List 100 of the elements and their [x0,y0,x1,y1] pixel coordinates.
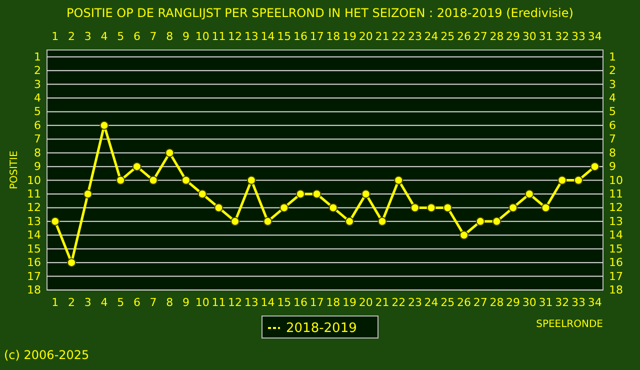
y-axis-title: POSITIE [9,150,20,190]
x2-tick-label: 22 [392,30,406,43]
y-tick-label: 9 [34,160,41,174]
x-tick-label: 7 [150,296,157,309]
x-tick-label: 29 [506,296,520,309]
point [116,176,126,185]
x2-tick-label: 10 [195,30,210,43]
x-tick-label: 15 [277,296,292,309]
legend-label: 2018-2019 [286,321,357,336]
point [361,190,370,198]
x-tick-label: 9 [182,296,190,309]
y2-tick-label: 7 [609,132,616,146]
y-tick-label: 16 [27,256,41,270]
x-tick-label: 10 [195,296,210,309]
point [443,203,452,212]
x2-tick-label: 17 [310,30,324,43]
x-tick-label: 19 [342,296,357,309]
y-tick-label: 1 [34,50,41,64]
x2-tick-label: 16 [293,30,308,43]
y2-tick-label: 15 [609,242,623,256]
point [230,216,240,226]
y-tick-label: 4 [34,92,41,105]
x2-tick-label: 14 [260,30,275,43]
y2-tick-label: 8 [609,146,616,160]
x-tick-label: 12 [228,296,242,309]
y2-tick-label: 14 [609,228,623,242]
y-tick-label: 15 [27,242,41,256]
x-tick-label: 23 [408,296,422,309]
x-tick-label: 16 [293,296,308,309]
point [378,216,387,226]
x-axis-title: SPEELRONDE [536,319,603,330]
x2-tick-label: 15 [277,30,292,43]
point [83,190,92,198]
point [280,203,289,212]
x-tick-label: 13 [244,296,258,309]
x-tick-label: 27 [473,296,488,309]
chart-title: POSITIE OP DE RANGLIJST PER SPEELROND IN HET SEIZOEN : 2018-2019 (Eredivisie) [66,6,574,20]
point [590,162,600,172]
point [198,190,207,198]
point [67,258,76,268]
y-tick-label: 7 [34,132,41,146]
y2-tick-label: 16 [609,256,623,270]
point [132,162,142,172]
y-tick-label: 13 [27,214,41,228]
x2-tick-label: 2 [68,30,76,43]
y-tick-label: 11 [27,188,41,201]
y-tick-label: 17 [27,270,41,283]
y2-tick-label: 9 [609,160,616,174]
x2-tick-label: 12 [228,30,242,43]
x-tick-label: 25 [440,296,455,309]
y2-tick-label: 12 [609,201,623,214]
y2-tick-label: 17 [609,270,623,283]
point [460,230,468,240]
point [426,203,436,212]
point [312,190,322,198]
y2-tick-label: 1 [609,50,616,64]
x2-tick-label: 24 [424,30,438,43]
x-tick-label: 17 [310,296,324,309]
point [410,203,420,212]
point [100,120,109,130]
x2-tick-label: 34 [588,30,602,43]
point [476,216,485,226]
x-tick-label: 28 [490,296,504,309]
y-tick-label: 12 [27,201,41,214]
x-tick-label: 33 [571,296,586,309]
x2-tick-label: 33 [571,30,586,43]
x-tick-label: 2 [68,296,76,309]
x2-tick-label: 21 [375,30,390,43]
x2-tick-label: 20 [358,30,373,43]
y-tick-label: 2 [34,64,41,78]
x-tick-label: 22 [392,296,406,309]
point [328,203,338,212]
y2-tick-label: 2 [609,64,616,78]
x-tick-label: 11 [212,296,226,309]
x2-tick-label: 29 [506,30,520,43]
point [214,203,224,212]
x-tick-label: 21 [375,296,390,309]
y-tick-label: 8 [34,146,41,160]
y-tick-label: 6 [34,118,41,132]
x2-tick-label: 8 [166,30,174,43]
x2-tick-label: 1 [52,30,59,43]
point [246,176,256,185]
y2-tick-label: 4 [609,92,616,105]
point [165,148,174,158]
point [263,216,272,226]
point [296,190,305,198]
y-tick-label: 5 [34,105,41,118]
x-tick-label: 26 [457,296,471,309]
x-tick-label: 24 [424,296,438,309]
x-tick-label: 20 [358,296,373,309]
point [574,176,583,185]
x2-tick-label: 9 [182,30,190,43]
y2-tick-label: 3 [609,78,616,91]
x-tick-label: 8 [166,296,174,309]
y2-tick-label: 18 [609,284,623,297]
x-tick-label: 5 [117,296,124,309]
point [148,176,158,185]
x-tick-label: 34 [588,296,602,309]
x-tick-label: 30 [522,296,536,309]
y2-tick-label: 5 [609,105,616,118]
